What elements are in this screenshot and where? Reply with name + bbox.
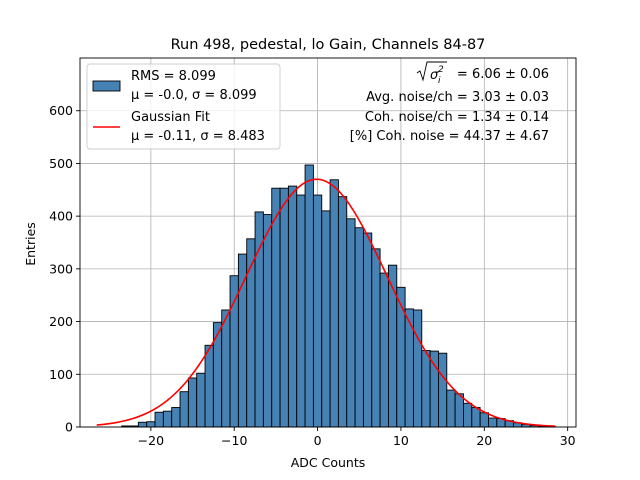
histogram-bar [329,179,339,428]
x-tick-label: 10 [393,433,409,448]
chart-title: Run 498, pedestal, lo Gain, Channels 84-… [171,37,486,53]
histogram-bar [454,393,464,428]
histogram-bar [421,350,431,428]
y-tick-label: 200 [49,314,73,329]
histogram-bar [279,187,289,428]
histogram-bar [446,389,456,428]
histogram-bar [221,309,231,428]
y-tick-label: 0 [65,420,73,435]
histogram-bar [262,214,273,428]
x-tick-label: 0 [314,433,322,448]
histogram-bar [379,272,389,428]
histogram-bar [471,407,481,428]
stats-coh-noise: Coh. noise/ch = 1.34 ± 0.14 [365,110,549,125]
legend-histogram-label-2: μ = -0.0, σ = 8.099 [131,88,257,103]
svg-text:2: 2 [438,65,444,75]
legend: RMS = 8.099 μ = -0.0, σ = 8.099 Gaussian… [86,63,281,150]
histogram-bar [287,185,298,428]
y-axis-ticks: 0 100 200 300 400 500 600 [49,103,80,435]
x-tick-label: −20 [138,433,164,448]
histogram-bar [346,218,356,428]
y-tick-label: 500 [49,156,73,171]
legend-box [86,63,281,150]
stats-total-noise: = 6.06 ± 0.06 [457,67,549,82]
histogram-bar [479,412,489,428]
histogram-bar [137,421,148,428]
histogram-bar [438,352,448,428]
histogram-bar [321,210,331,428]
histogram-bar [412,309,423,428]
x-tick-label: −10 [221,433,247,448]
legend-fit-label-1: Gaussian Fit [131,110,210,125]
histogram-bar [196,372,206,428]
x-axis-ticks: −20 −10 0 10 20 30 [138,427,576,448]
y-tick-label: 400 [49,209,73,224]
histogram-bar [146,421,156,428]
histogram-bar [488,417,498,428]
y-tick-label: 100 [49,367,73,382]
y-tick-label: 300 [49,261,73,276]
histogram-bar [162,410,173,428]
stats-avg-noise: Avg. noise/ch = 3.03 ± 0.03 [366,90,549,105]
histogram-bar [296,194,306,428]
histogram-bar [312,194,323,428]
x-tick-label: 30 [560,433,576,448]
axes-frame [79,57,577,428]
histogram-bar [362,232,373,428]
x-axis-label: ADC Counts [291,455,366,470]
histogram-bar [271,187,281,428]
gaussian-fit-curve [96,178,556,427]
y-axis-label: Entries [23,222,38,266]
legend-histogram-swatch [92,80,121,92]
x-tick-label: 20 [476,433,492,448]
y-tick-label: 600 [49,103,73,118]
histogram-bar [304,164,314,428]
histogram-bar [237,253,248,428]
histogram-bar [187,377,198,428]
histogram-bar [204,344,214,428]
histogram-bar [354,227,364,428]
histogram-bar [396,286,406,428]
legend-fit-label-2: μ = -0.11, σ = 8.483 [131,129,265,144]
histogram-bars [121,164,556,428]
legend-histogram-label-1: RMS = 8.099 [131,69,216,84]
histogram-bar [337,196,348,428]
stats-coh-noise-percent: [%] Coh. noise = 44.37 ± 4.67 [350,129,549,144]
histogram-bar [154,411,164,428]
svg-text:σ: σ [430,68,439,83]
histogram-bar [429,350,439,428]
histogram-bar [229,275,239,428]
histogram-bar [179,391,189,428]
svg-text:i: i [438,76,441,86]
histogram-bar [371,248,381,428]
histogram-bar [463,402,473,428]
stats-annotations: σ 2 i = 6.06 ± 0.06 Avg. noise/ch = 3.03… [350,61,549,144]
histogram-bar [171,407,181,428]
sqrt-sigma-symbol: σ 2 i [416,61,447,86]
